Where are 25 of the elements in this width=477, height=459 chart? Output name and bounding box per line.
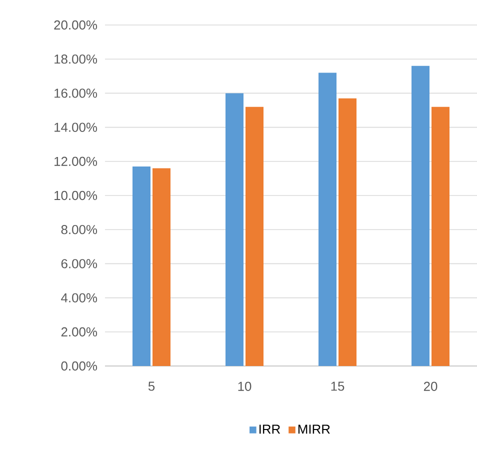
x-tick-label: 20 [424,382,438,391]
bar [338,98,356,366]
bar [245,106,264,366]
bar [152,168,170,366]
y-tick-label: 16.00% [54,88,98,98]
y-tick-label: 14.00% [54,122,98,132]
y-tick-label: 18.00% [54,54,98,64]
y-tick-label: 8.00% [61,225,98,234]
bar [132,166,151,366]
y-tick-label: 12.00% [54,156,98,166]
x-tick-label: 10 [238,382,252,391]
x-tick-label: 15 [331,382,344,391]
bar [432,106,450,366]
y-tick-label: 4.00% [61,293,98,302]
y-tick-label: 6.00% [61,259,98,268]
y-tick-label: 0.00% [61,361,98,371]
bar [412,66,430,366]
y-tick-label: 20.00% [54,20,98,30]
legend-label: MIRR [298,424,330,434]
y-tick-label: 10.00% [54,190,98,200]
y-tick-label: 2.00% [61,327,98,336]
bar [318,72,337,366]
legend-label: IRR [260,424,280,434]
bar [226,93,244,366]
x-tick-label: 5 [148,382,155,391]
